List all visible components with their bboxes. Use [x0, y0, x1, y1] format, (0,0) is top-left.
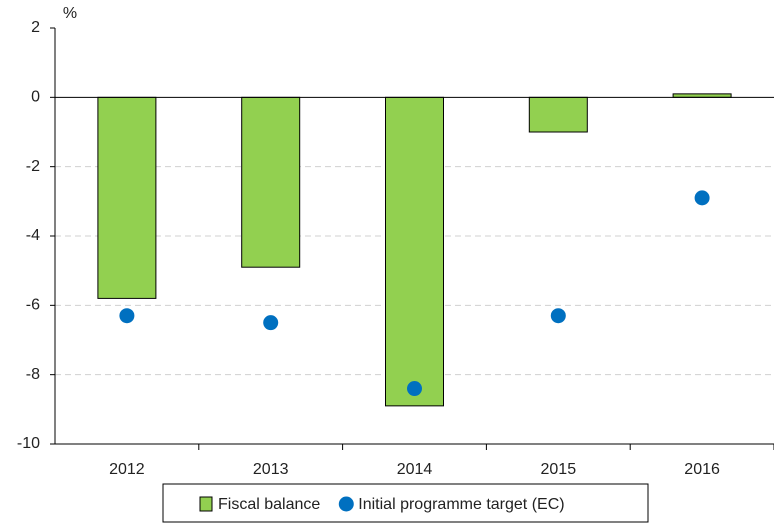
y-tick-label: -8: [26, 366, 40, 383]
bar: [672, 93, 732, 98]
x-tick-label: 2012: [109, 461, 145, 478]
bar: [528, 96, 588, 133]
y-tick-label: -10: [17, 435, 40, 452]
x-tick-label: 2015: [541, 461, 577, 478]
dot: [550, 308, 566, 324]
legend-swatch: [338, 496, 354, 512]
x-tick-label: 2016: [684, 461, 720, 478]
bar: [385, 96, 444, 407]
dot: [694, 190, 710, 206]
dot: [119, 308, 135, 324]
x-tick-label: 2014: [397, 461, 433, 478]
dot: [407, 381, 422, 397]
legend-swatch: [199, 496, 213, 512]
y-tick-label: -2: [26, 158, 40, 175]
y-tick-label: -6: [26, 297, 40, 314]
y-tick-label: 2: [31, 19, 40, 36]
y-axis-label: %: [63, 5, 77, 22]
legend-label: Initial programme target (EC): [358, 496, 564, 513]
y-tick-label: -4: [26, 227, 40, 244]
dot: [263, 315, 279, 331]
bar: [241, 96, 301, 268]
legend-box: [162, 483, 649, 523]
x-tick-label: 2013: [253, 461, 289, 478]
legend-label: Fiscal balance: [218, 496, 320, 513]
bar: [97, 96, 157, 299]
y-tick-label: 0: [31, 89, 40, 106]
